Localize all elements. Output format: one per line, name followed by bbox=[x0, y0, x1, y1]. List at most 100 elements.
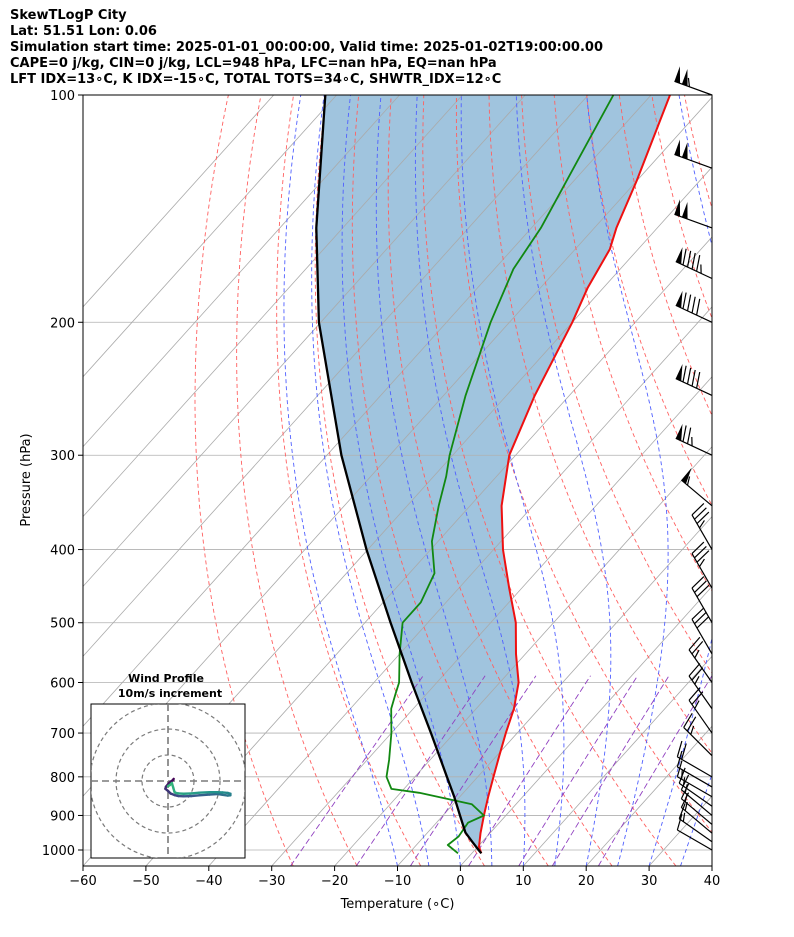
series-layer bbox=[315, 95, 671, 855]
wind-barb-shaft bbox=[677, 776, 713, 798]
wind-barb bbox=[674, 199, 713, 229]
wind-barb-flag bbox=[696, 550, 710, 563]
dry-adiabat bbox=[236, 95, 358, 866]
wind-barb-shaft bbox=[674, 213, 713, 229]
isotherm-line bbox=[83, 95, 526, 588]
x-tick-label: 40 bbox=[704, 874, 721, 889]
hodograph-segment bbox=[190, 794, 201, 798]
wind-barb bbox=[675, 364, 713, 396]
wind-barb-flag bbox=[686, 716, 697, 732]
hodograph-inset: Wind Profile 10m/s increment bbox=[90, 672, 246, 859]
dry-adiabat bbox=[651, 95, 712, 320]
moist-adiabat bbox=[744, 95, 794, 866]
wind-barb-flag bbox=[682, 248, 687, 266]
hodograph-segment bbox=[166, 783, 172, 788]
wind-barb-flag bbox=[681, 770, 683, 780]
wind-barb-flag bbox=[682, 812, 686, 822]
wind-barb-flag bbox=[676, 740, 683, 757]
y-tick-label: 800 bbox=[50, 771, 75, 786]
moist-adiabat bbox=[711, 864, 712, 866]
wind-barb-shaft bbox=[691, 587, 713, 624]
x-tick-label: −50 bbox=[132, 874, 159, 889]
wind-barb bbox=[674, 66, 713, 96]
wind-barb-pennant bbox=[675, 290, 683, 308]
wind-barb-flag bbox=[696, 298, 701, 316]
x-tick-label: 10 bbox=[515, 874, 532, 889]
wind-barb-shaft bbox=[691, 514, 713, 550]
wind-barb-shaft bbox=[675, 304, 713, 323]
x-tick-label: −40 bbox=[195, 874, 222, 889]
wind-barb-flag bbox=[691, 640, 704, 655]
wind-barb-flag bbox=[690, 725, 695, 735]
hodograph-segment bbox=[197, 793, 211, 797]
wind-barb-shaft bbox=[677, 766, 713, 788]
wind-barb bbox=[691, 607, 713, 655]
wind-barb-pennant bbox=[681, 142, 688, 160]
wind-barb bbox=[676, 750, 713, 788]
wind-barb-shaft bbox=[675, 437, 713, 456]
wind-barb-flag bbox=[678, 803, 686, 819]
wind-barb bbox=[688, 663, 713, 710]
x-tick-label: −30 bbox=[258, 874, 285, 889]
wind-barb-shaft bbox=[691, 619, 713, 655]
isotherm-line bbox=[711, 865, 712, 866]
wind-barb-flag bbox=[691, 667, 704, 681]
wind-barb-shaft bbox=[688, 699, 713, 734]
wind-barb-flag bbox=[694, 545, 707, 559]
times-line: Simulation start time: 2025-01-01_00:00:… bbox=[10, 40, 603, 55]
mixing-ratio-line bbox=[598, 675, 712, 866]
wind-barb-flag bbox=[691, 607, 705, 620]
wind-barb bbox=[691, 541, 713, 589]
wind-barb-flag bbox=[694, 676, 700, 685]
wind-barb-shaft bbox=[691, 553, 713, 589]
wind-barb-shaft bbox=[683, 726, 713, 757]
wind-barb-flag bbox=[683, 712, 693, 728]
dry-adiabat bbox=[782, 95, 794, 866]
wind-barb-pennant bbox=[681, 467, 692, 484]
moist-adiabat bbox=[311, 95, 430, 866]
wind-barb-shaft bbox=[680, 789, 713, 816]
x-axis-label: Temperature (∘C) bbox=[340, 897, 455, 912]
isotherm-line bbox=[648, 795, 712, 866]
x-tick-label: −10 bbox=[384, 874, 411, 889]
isotherm-line bbox=[208, 306, 712, 866]
wind-barb-flag bbox=[696, 511, 710, 525]
dry-adiabat bbox=[717, 95, 794, 866]
y-tick-label: 1000 bbox=[42, 844, 75, 859]
wind-barb-flag bbox=[676, 750, 683, 768]
wind-barb bbox=[676, 813, 713, 851]
dry-adiabat bbox=[387, 95, 613, 866]
wind-barb-flag bbox=[694, 580, 707, 593]
dry-adiabat bbox=[422, 95, 677, 866]
wind-barb-pennant bbox=[681, 201, 688, 220]
wind-barb-pennant bbox=[675, 247, 683, 265]
isotherm-line bbox=[83, 95, 463, 518]
wind-barb-flag bbox=[696, 371, 701, 389]
hodograph-segment bbox=[197, 790, 211, 794]
wind-barb-shaft bbox=[674, 80, 713, 96]
isotherm-line bbox=[83, 95, 274, 308]
location-line: Lat: 51.51 Lon: 0.06 bbox=[10, 24, 157, 39]
wind-barb-flag bbox=[682, 777, 686, 787]
mixing-ratio-line bbox=[355, 675, 486, 866]
wind-barb-flag bbox=[691, 576, 705, 589]
isotherm-line bbox=[397, 515, 712, 866]
wind-barb-flag bbox=[696, 255, 701, 272]
wind-barb-shaft bbox=[678, 782, 713, 807]
hodograph-title: Wind Profile bbox=[128, 672, 204, 685]
wind-barb-shaft bbox=[675, 377, 713, 396]
wind-barb bbox=[674, 139, 713, 169]
mixing-ratio-line bbox=[290, 675, 424, 866]
wind-barb-flag bbox=[691, 691, 704, 705]
y-axis-label: Pressure (hPa) bbox=[19, 433, 34, 526]
wind-barb bbox=[676, 740, 713, 778]
dry-adiabat bbox=[194, 95, 294, 866]
wind-barb-flag bbox=[691, 541, 705, 554]
wind-barb bbox=[691, 503, 713, 550]
wind-barb-shaft bbox=[688, 649, 713, 683]
wind-barb-flag bbox=[696, 616, 710, 629]
wind-barb bbox=[688, 636, 713, 683]
wind-barb-flag bbox=[686, 427, 692, 444]
isotherm-line bbox=[523, 655, 712, 866]
